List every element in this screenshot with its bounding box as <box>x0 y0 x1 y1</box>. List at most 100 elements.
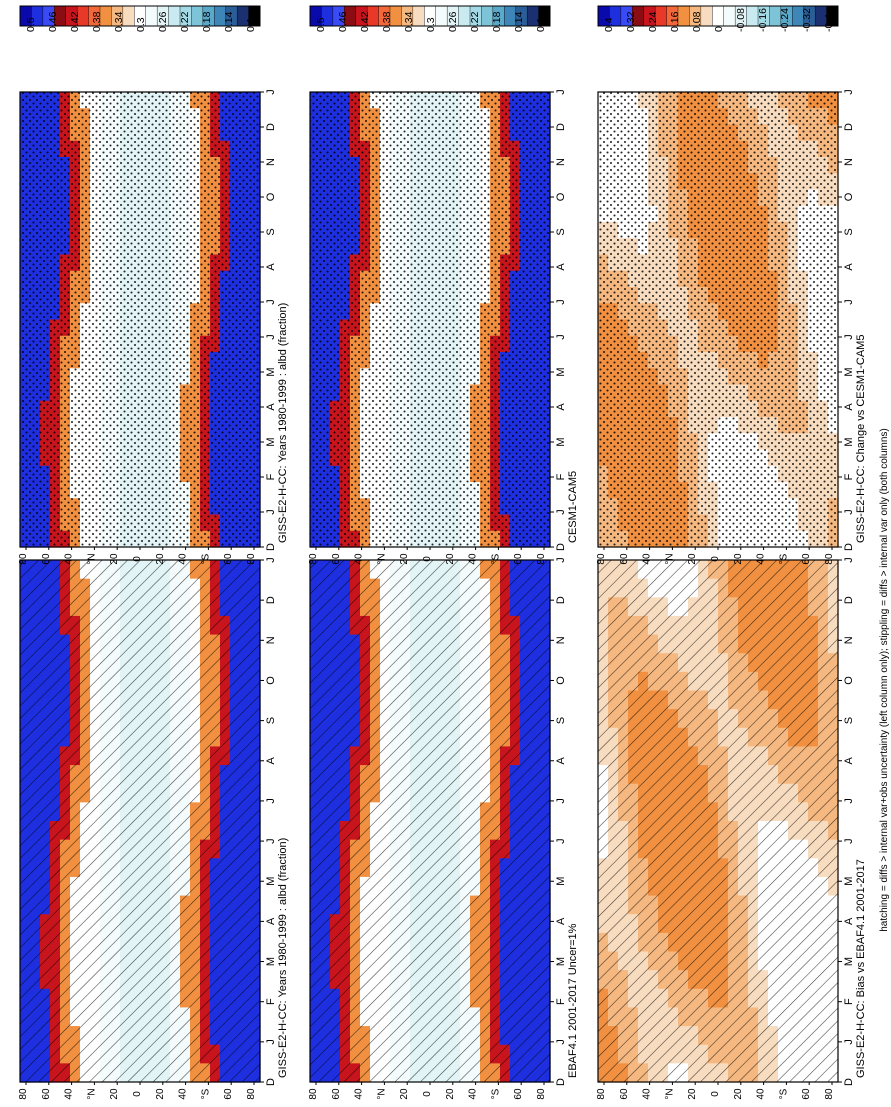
colorbar-label: 0.26 <box>157 11 169 32</box>
month-tick-label: O <box>843 676 855 685</box>
lat-tick-label: 0 <box>132 556 143 562</box>
lat-tick-label: 0 <box>422 556 433 562</box>
colorbar-label: 0.46 <box>47 11 59 32</box>
month-tick-label: A <box>265 403 277 411</box>
colorbar-frame <box>309 5 551 27</box>
lat-tick-label: 40 <box>354 553 365 565</box>
month-tick-label: A <box>265 917 277 925</box>
lat-tick-label: 0 <box>132 1091 143 1097</box>
month-tick-label: O <box>555 192 567 201</box>
colorbar-label: 0.46 <box>337 11 349 32</box>
month-tick-label: J <box>555 557 567 563</box>
lat-tick-label: 60 <box>41 1088 52 1100</box>
month-tick-label: A <box>265 756 277 764</box>
colorbar-label: -0.08 <box>735 8 747 32</box>
lat-tick-label: °N <box>86 1088 97 1099</box>
month-tick-label: J <box>555 838 567 844</box>
lat-tick-label: 60 <box>513 553 524 565</box>
colorbar-label: 0.3 <box>135 17 147 32</box>
lat-tick-label: 80 <box>18 553 29 565</box>
colorbar-label: 0.18 <box>491 11 503 32</box>
colorbar-label: 0.16 <box>669 11 681 32</box>
panel-title: GISS-E2-H-CC: Change vs CESM1-CAM5 <box>855 335 867 543</box>
month-tick-label: J <box>555 1039 567 1045</box>
lat-tick-label: 20 <box>733 1088 744 1100</box>
colorbar-label: 0.5 <box>315 17 327 32</box>
month-tick-label: M <box>843 367 855 376</box>
month-tick-label: J <box>555 334 567 340</box>
lat-tick-label: °N <box>86 553 97 564</box>
hatch-overlay <box>310 560 550 1082</box>
colorbar-label: 0.42 <box>69 11 81 32</box>
month-tick-label: J <box>265 1039 277 1045</box>
month-tick-label: M <box>265 437 277 446</box>
lat-tick-label: 80 <box>18 1088 29 1100</box>
lat-tick-label: °S <box>490 1088 501 1099</box>
panel-title: GISS-E2-H-CC: Years 1980-1999 : albd (fr… <box>277 303 289 543</box>
month-tick-label: N <box>265 636 277 644</box>
month-tick-label: S <box>555 228 567 235</box>
month-tick-label: N <box>843 158 855 166</box>
month-tick-label: J <box>265 557 277 563</box>
month-tick-label: J <box>265 89 277 95</box>
colorbar-frame <box>597 5 839 27</box>
colorbar-label: 0.34 <box>113 11 125 32</box>
lat-tick-label: 60 <box>619 1088 630 1100</box>
month-tick-label: A <box>265 263 277 271</box>
colorbar-label: 0.1 <box>245 17 257 32</box>
colorbar-label: 0.14 <box>513 11 525 32</box>
lat-tick-label: °N <box>376 553 387 564</box>
lat-tick-label: 20 <box>687 1088 698 1100</box>
lat-tick-label: °S <box>778 1088 789 1099</box>
month-tick-label: N <box>555 636 567 644</box>
month-tick-label: A <box>555 917 567 925</box>
lat-tick-label: °N <box>376 1088 387 1099</box>
lat-tick-label: 40 <box>178 553 189 565</box>
month-tick-label: S <box>265 228 277 235</box>
lat-tick-label: 80 <box>596 553 607 565</box>
month-tick-label: J <box>555 509 567 515</box>
month-tick-label: J <box>265 838 277 844</box>
lat-tick-label: 60 <box>331 1088 342 1100</box>
lat-tick-label: °S <box>200 553 211 564</box>
lat-tick-label: 20 <box>445 553 456 565</box>
colorbar-label: 0 <box>713 26 725 32</box>
month-tick-label: J <box>843 557 855 563</box>
month-tick-label: M <box>843 437 855 446</box>
month-tick-label: O <box>843 192 855 201</box>
month-tick-label: S <box>843 228 855 235</box>
month-tick-label: J <box>555 299 567 305</box>
hatch-overlay <box>20 560 260 1082</box>
month-tick-label: F <box>555 998 567 1005</box>
colorbar-label: 0.22 <box>469 11 481 32</box>
month-tick-label: A <box>555 403 567 411</box>
lat-tick-label: 20 <box>155 553 166 565</box>
lat-tick-label: °N <box>664 553 675 564</box>
colorbar-label: 0.3 <box>425 17 437 32</box>
lat-tick-label: 40 <box>64 553 75 565</box>
panel-title: GISS-E2-H-CC: Years 1980-1999 : albd (fr… <box>277 838 289 1078</box>
month-tick-label: D <box>265 1078 277 1086</box>
month-tick-label: F <box>843 998 855 1005</box>
panel-title: EBAF4.1 2001-2017 Uncer=1% <box>567 923 579 1078</box>
month-tick-label: N <box>265 158 277 166</box>
colorbar-label: 0.08 <box>691 11 703 32</box>
month-tick-label: N <box>843 636 855 644</box>
month-tick-label: M <box>265 367 277 376</box>
month-tick-label: D <box>265 543 277 551</box>
month-tick-label: A <box>555 756 567 764</box>
lat-tick-label: 0 <box>710 1091 721 1097</box>
month-tick-label: J <box>555 798 567 804</box>
lat-tick-label: 60 <box>41 553 52 565</box>
month-tick-label: A <box>555 263 567 271</box>
colorbar-label: 0.26 <box>447 11 459 32</box>
month-tick-label: M <box>555 367 567 376</box>
month-tick-label: D <box>843 123 855 131</box>
